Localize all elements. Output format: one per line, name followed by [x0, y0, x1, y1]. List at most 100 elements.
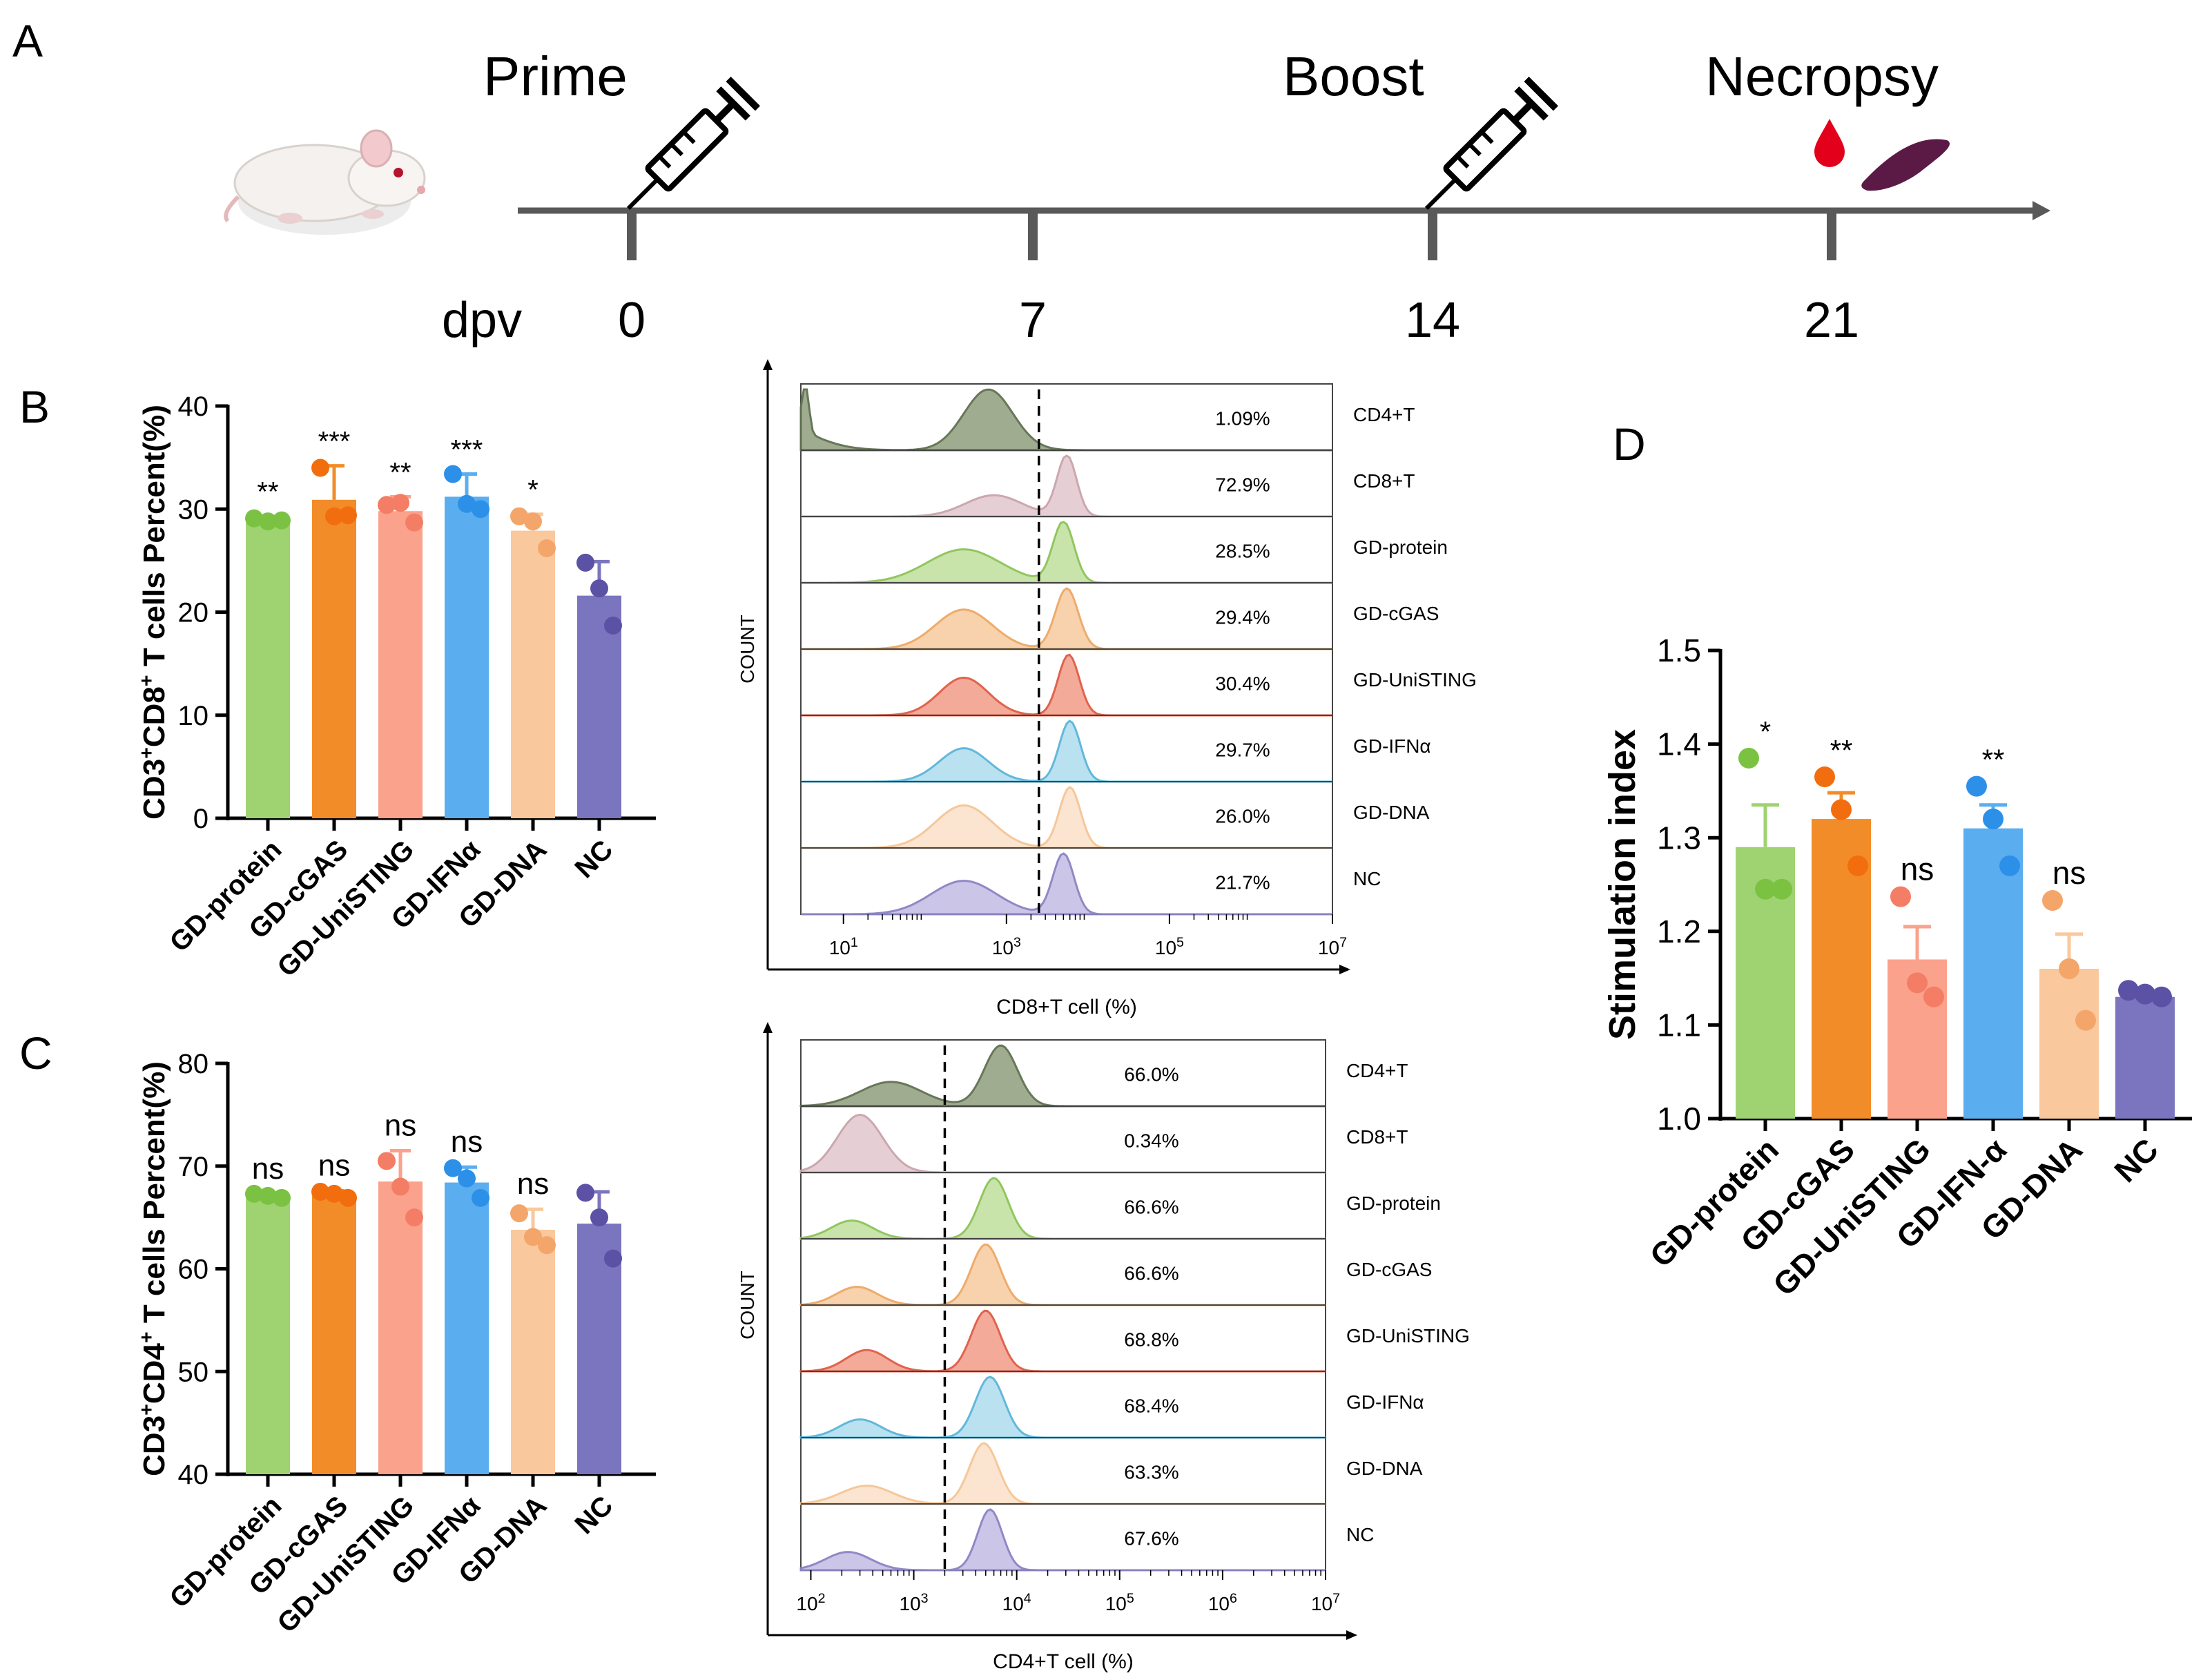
data-point [472, 1188, 489, 1207]
data-point [524, 512, 542, 531]
data-point [1814, 766, 1835, 788]
y-tick-label: 1.4 [1657, 726, 1701, 762]
data-point [378, 496, 396, 514]
histogram-curve [799, 1442, 1326, 1505]
data-point [1966, 775, 1987, 797]
y-tick-label: 1.0 [1657, 1101, 1701, 1137]
data-point [1923, 986, 1944, 1007]
timeline: dpv 0 7 14 21 Prime Boost Necropsy [224, 46, 2050, 348]
data-point [538, 1236, 556, 1255]
y-tick-label: 80 [178, 1049, 209, 1079]
x-axis-label: CD4+T cell (%) [993, 1650, 1134, 1673]
data-point [1890, 886, 1911, 907]
data-point [405, 1208, 423, 1227]
bar [445, 496, 489, 818]
sample-label: GD-IFNα [1353, 735, 1431, 757]
timeline-tick [1428, 211, 1437, 260]
percent-label: 29.4% [1215, 607, 1270, 628]
dpv-label: dpv [442, 293, 522, 348]
data-point [1847, 855, 1868, 876]
data-point [1772, 878, 1792, 900]
significance-label: * [527, 475, 539, 505]
flow-histogram-b: 1.09% CD4+T 72.9% CD8+T 28.5% GD-protein 29.4%… [737, 359, 1477, 1018]
data-point [2118, 980, 2139, 1001]
y-axis-label: COUNT [737, 615, 758, 684]
percent-label: 0.34% [1124, 1130, 1178, 1152]
x-tick-label: 106 [1208, 1591, 1237, 1614]
x-axis-arrowhead [1346, 1630, 1357, 1640]
bar [312, 499, 356, 818]
timeline-tick [1028, 211, 1038, 260]
timeline-arrowhead [2032, 201, 2050, 220]
percent-label: 1.09% [1215, 408, 1270, 429]
histogram-curve [799, 1375, 1326, 1439]
significance-label: ns [318, 1148, 350, 1182]
data-point [510, 1204, 528, 1223]
y-tick-label: 60 [178, 1255, 209, 1285]
y-tick-label: 70 [178, 1152, 209, 1182]
data-point [245, 509, 263, 528]
data-point [444, 465, 462, 483]
x-tick-label: 105 [1155, 935, 1184, 958]
y-axis-label: CD3+CD8+ T cells Percent(%) [136, 405, 171, 820]
significance-label: ns [385, 1108, 416, 1142]
data-point [325, 1184, 343, 1203]
data-point [1738, 747, 1759, 769]
syringe-icon [1424, 77, 1558, 211]
percent-label: 30.4% [1215, 673, 1270, 695]
sample-label: GD-cGAS [1346, 1259, 1432, 1280]
data-point [576, 1184, 594, 1202]
significance-label: ** [257, 477, 278, 508]
histogram-curve [799, 1508, 1326, 1572]
y-tick-label: 40 [178, 392, 209, 422]
x-tick-label: 107 [1318, 935, 1347, 958]
bar [511, 1229, 555, 1474]
data-point [259, 1186, 277, 1205]
data-point [391, 1177, 409, 1196]
sample-label: GD-DNA [1353, 802, 1430, 823]
mouse-icon [224, 129, 426, 235]
x-tick-label: 103 [992, 935, 1021, 958]
percent-label: 67.6% [1124, 1528, 1178, 1549]
y-axis-arrowhead [763, 1022, 773, 1033]
y-axis-label: Stimulation index [1602, 729, 1643, 1040]
spleen-icon [1861, 139, 1950, 191]
data-point [1907, 972, 1928, 994]
data-point [1755, 878, 1776, 900]
histogram-curve [799, 1177, 1326, 1240]
chart-b: 010203040GD-protein**GD-cGAS***GD-UniSTI… [136, 392, 656, 983]
bar [2039, 969, 2099, 1119]
percent-label: 66.6% [1124, 1263, 1178, 1284]
category-label: NC [2107, 1131, 2165, 1189]
bar [378, 511, 423, 818]
tick-label-21: 21 [1804, 293, 1859, 348]
percent-label: 26.0% [1215, 806, 1270, 827]
tick-label-0: 0 [618, 293, 646, 348]
significance-label: ns [451, 1125, 483, 1159]
data-point [311, 1182, 329, 1201]
histogram-curve [799, 1243, 1326, 1306]
tick-label-7: 7 [1019, 293, 1047, 348]
category-label: NC [569, 834, 619, 884]
data-point [339, 506, 357, 525]
percent-label: 72.9% [1215, 474, 1270, 496]
significance-label: ** [389, 457, 411, 487]
data-point [2042, 890, 2063, 911]
data-point [1999, 855, 2020, 876]
significance-label: *** [451, 435, 483, 465]
y-tick-label: 50 [178, 1357, 209, 1387]
sample-label: NC [1346, 1524, 1374, 1545]
significance-label: ** [1830, 734, 1853, 766]
x-axis-arrowhead [1339, 965, 1350, 974]
data-point [2075, 1010, 2096, 1031]
chart-d: 1.01.11.21.31.41.5GD-protein*GD-cGAS**GD… [1602, 633, 2192, 1302]
bar [312, 1195, 356, 1474]
panel-letter-d: D [1613, 418, 1646, 470]
flow-histogram-c: 66.0% CD4+T 0.34% CD8+T 66.6% GD-protein 66.6%… [737, 1022, 1470, 1673]
y-axis-label: COUNT [737, 1271, 758, 1340]
timeline-tick [1827, 211, 1836, 260]
data-point [339, 1188, 357, 1207]
event-boost-label: Boost [1283, 46, 1424, 107]
data-point [325, 507, 343, 525]
y-tick-label: 40 [178, 1460, 209, 1490]
